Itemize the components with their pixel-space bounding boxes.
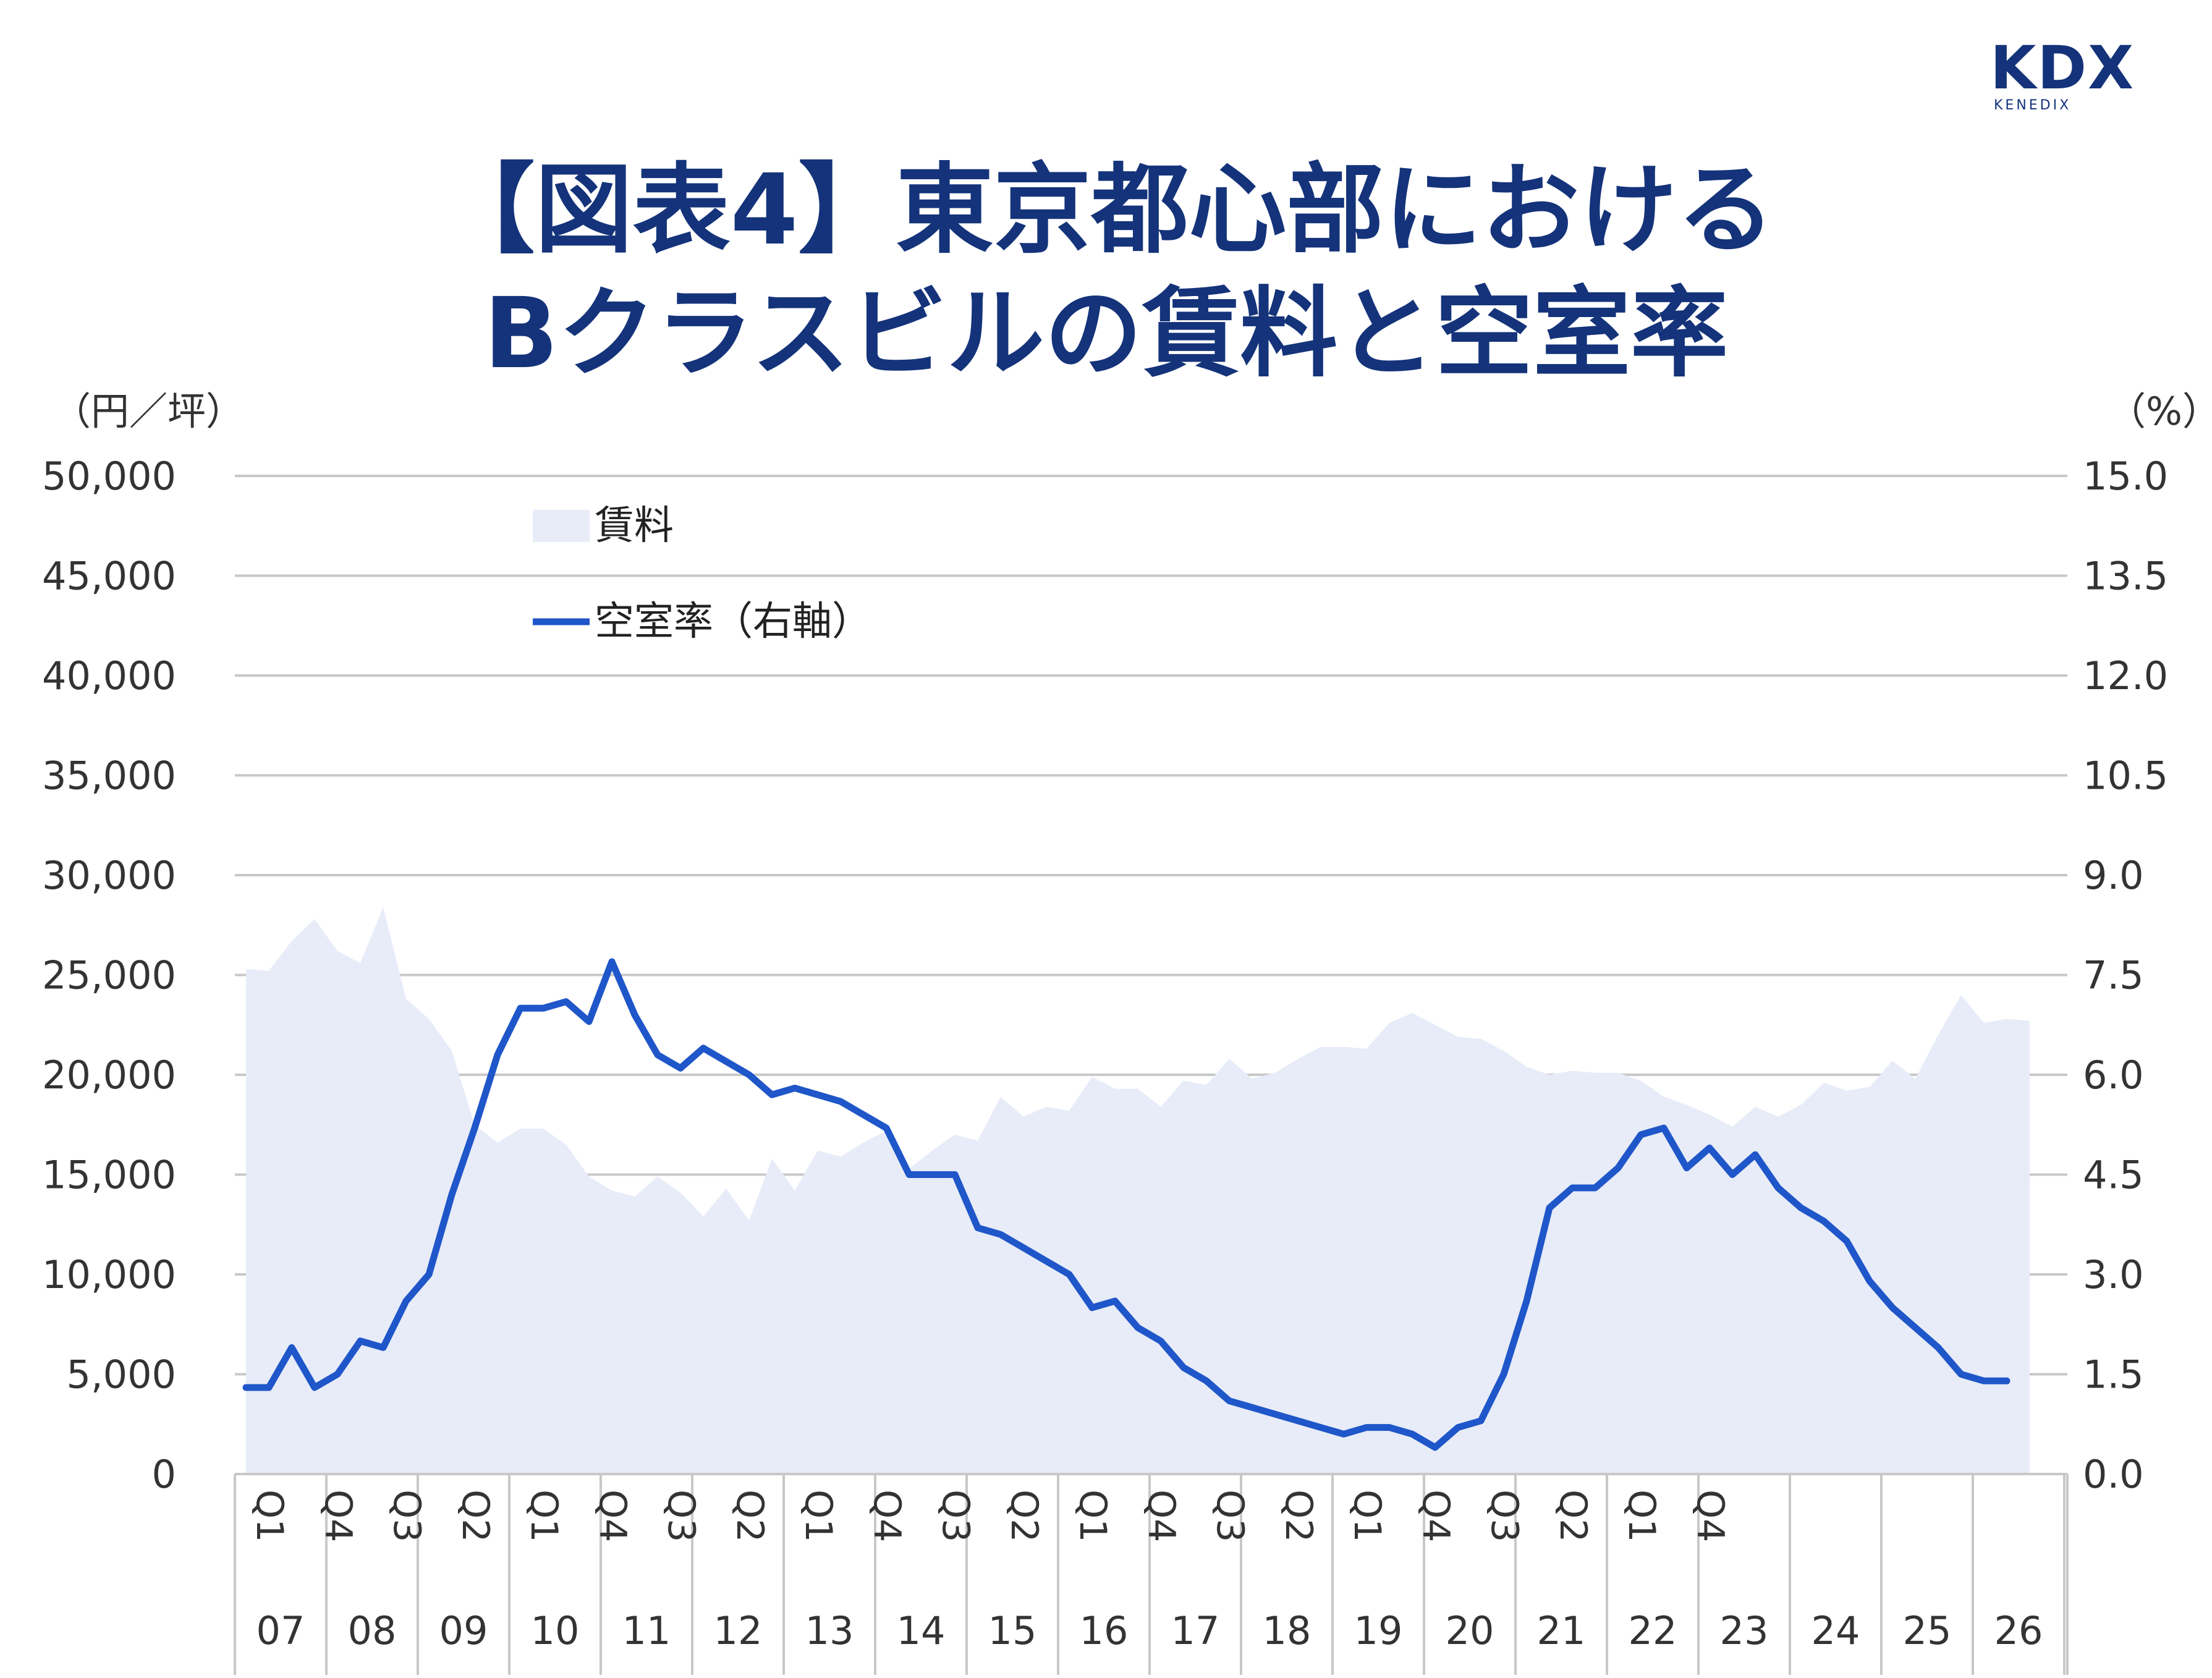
right-tick-label: 13.5 [2083, 554, 2168, 599]
x-quarter-label: Q2 [1002, 1489, 1046, 1542]
right-tick-label: 10.5 [2083, 753, 2168, 799]
logo-subtext: KENEDIX [1994, 98, 2072, 113]
x-year-label: 26 [1994, 1608, 2043, 1653]
x-quarter-label: Q1 [248, 1489, 291, 1542]
right-tick-label: 9.0 [2083, 853, 2144, 898]
x-quarter-label: Q3 [1208, 1489, 1252, 1542]
left-tick-label: 50,000 [42, 454, 176, 499]
x-year-label: 12 [714, 1608, 763, 1653]
right-tick-label: 4.5 [2083, 1153, 2144, 1198]
vacancy-line [242, 958, 2011, 1451]
x-quarter-label: Q2 [728, 1489, 771, 1542]
legend-swatch-rent [533, 510, 590, 542]
x-year-label: 24 [1812, 1608, 1860, 1653]
x-year-label: 08 [348, 1608, 397, 1653]
x-quarter-label: Q3 [659, 1489, 703, 1542]
x-quarter-label: Q1 [797, 1489, 840, 1542]
x-quarter-label: Q2 [1551, 1489, 1595, 1542]
x-year-label: 20 [1446, 1608, 1494, 1653]
right-tick-label: 12.0 [2083, 653, 2168, 698]
right-tick-label: 6.0 [2083, 1053, 2144, 1098]
x-quarter-label: Q1 [1345, 1489, 1389, 1542]
x-quarter-label: Q2 [454, 1489, 497, 1542]
chart-title-line1: 【図表4】東京都心部における [437, 153, 1775, 267]
x-year-label: 15 [988, 1608, 1037, 1653]
legend-label-vacancy: 空室率（右軸） [595, 599, 871, 645]
x-quarter-label: Q1 [1071, 1489, 1114, 1542]
left-tick-label: 5,000 [67, 1352, 177, 1397]
left-tick-label: 20,000 [42, 1053, 176, 1098]
left-tick-label: 35,000 [42, 753, 176, 799]
x-year-label: 14 [897, 1608, 946, 1653]
x-year-label: 13 [805, 1608, 854, 1653]
x-year-label: 18 [1263, 1608, 1312, 1653]
x-quarter-label: Q3 [934, 1489, 977, 1542]
x-year-label: 17 [1171, 1608, 1220, 1653]
x-year-label: 19 [1354, 1608, 1403, 1653]
left-tick-label: 25,000 [42, 953, 176, 998]
x-quarter-label: Q3 [1483, 1489, 1526, 1542]
x-year-label: 23 [1720, 1608, 1769, 1653]
left-tick-label: 10,000 [42, 1252, 176, 1297]
right-tick-label: 0.0 [2083, 1452, 2144, 1497]
x-quarter-label: Q4 [316, 1489, 360, 1542]
x-year-label: 09 [439, 1608, 488, 1653]
left-tick-label: 0 [152, 1452, 176, 1497]
x-quarter-label: Q2 [1277, 1489, 1320, 1542]
axis-tick-labels: 0 0.0 5,000 1.5 10,000 3.0 15,000 4.5 20,000 6.0 2… [42, 454, 2168, 1497]
chart-title-line2: Bクラスビルの賃料と空室率 [483, 277, 1729, 391]
right-tick-label: 1.5 [2083, 1352, 2144, 1397]
left-tick-label: 30,000 [42, 853, 176, 898]
x-year-label: 22 [1629, 1608, 1677, 1653]
x-quarter-label: Q4 [591, 1489, 634, 1542]
x-year-label: 16 [1080, 1608, 1129, 1653]
left-tick-label: 45,000 [42, 554, 176, 599]
right-tick-label: 7.5 [2083, 953, 2144, 998]
left-tick-label: 15,000 [42, 1153, 176, 1198]
x-quarter-label: Q4 [1140, 1489, 1183, 1542]
x-quarter-label: Q4 [1689, 1489, 1732, 1542]
logo-wordmark: KDX [1990, 33, 2135, 103]
legend-label-rent: 賃料 [595, 503, 674, 549]
x-quarter-label: Q4 [1414, 1489, 1457, 1542]
x-quarter-label: Q1 [522, 1489, 566, 1542]
x-year-label: 07 [256, 1608, 305, 1653]
rent-area [246, 907, 2030, 1474]
x-quarter-label: Q4 [865, 1489, 909, 1542]
x-quarter-label: Q1 [1620, 1489, 1663, 1542]
right-axis-unit: （%） [2108, 389, 2212, 434]
x-year-label: 25 [1903, 1608, 1952, 1653]
x-year-label: 10 [531, 1608, 580, 1653]
left-axis-unit: （円／坪） [53, 389, 245, 434]
vacancy-line-series [242, 958, 2011, 1451]
kenedix-logo: KDX KENEDIX [1990, 33, 2151, 113]
x-year-label: 21 [1537, 1608, 1586, 1653]
x-axis: 07 08 09 10 11 12 13 14 15 16 17 18 19 20 21 22 23 24 25 26… [234, 1473, 2069, 1675]
rent-area-series [246, 907, 2030, 1474]
right-tick-label: 15.0 [2083, 454, 2168, 499]
right-tick-label: 3.0 [2083, 1252, 2144, 1297]
x-quarter-label: Q3 [385, 1489, 428, 1542]
x-year-label: 11 [622, 1608, 671, 1653]
left-tick-label: 40,000 [42, 653, 176, 698]
